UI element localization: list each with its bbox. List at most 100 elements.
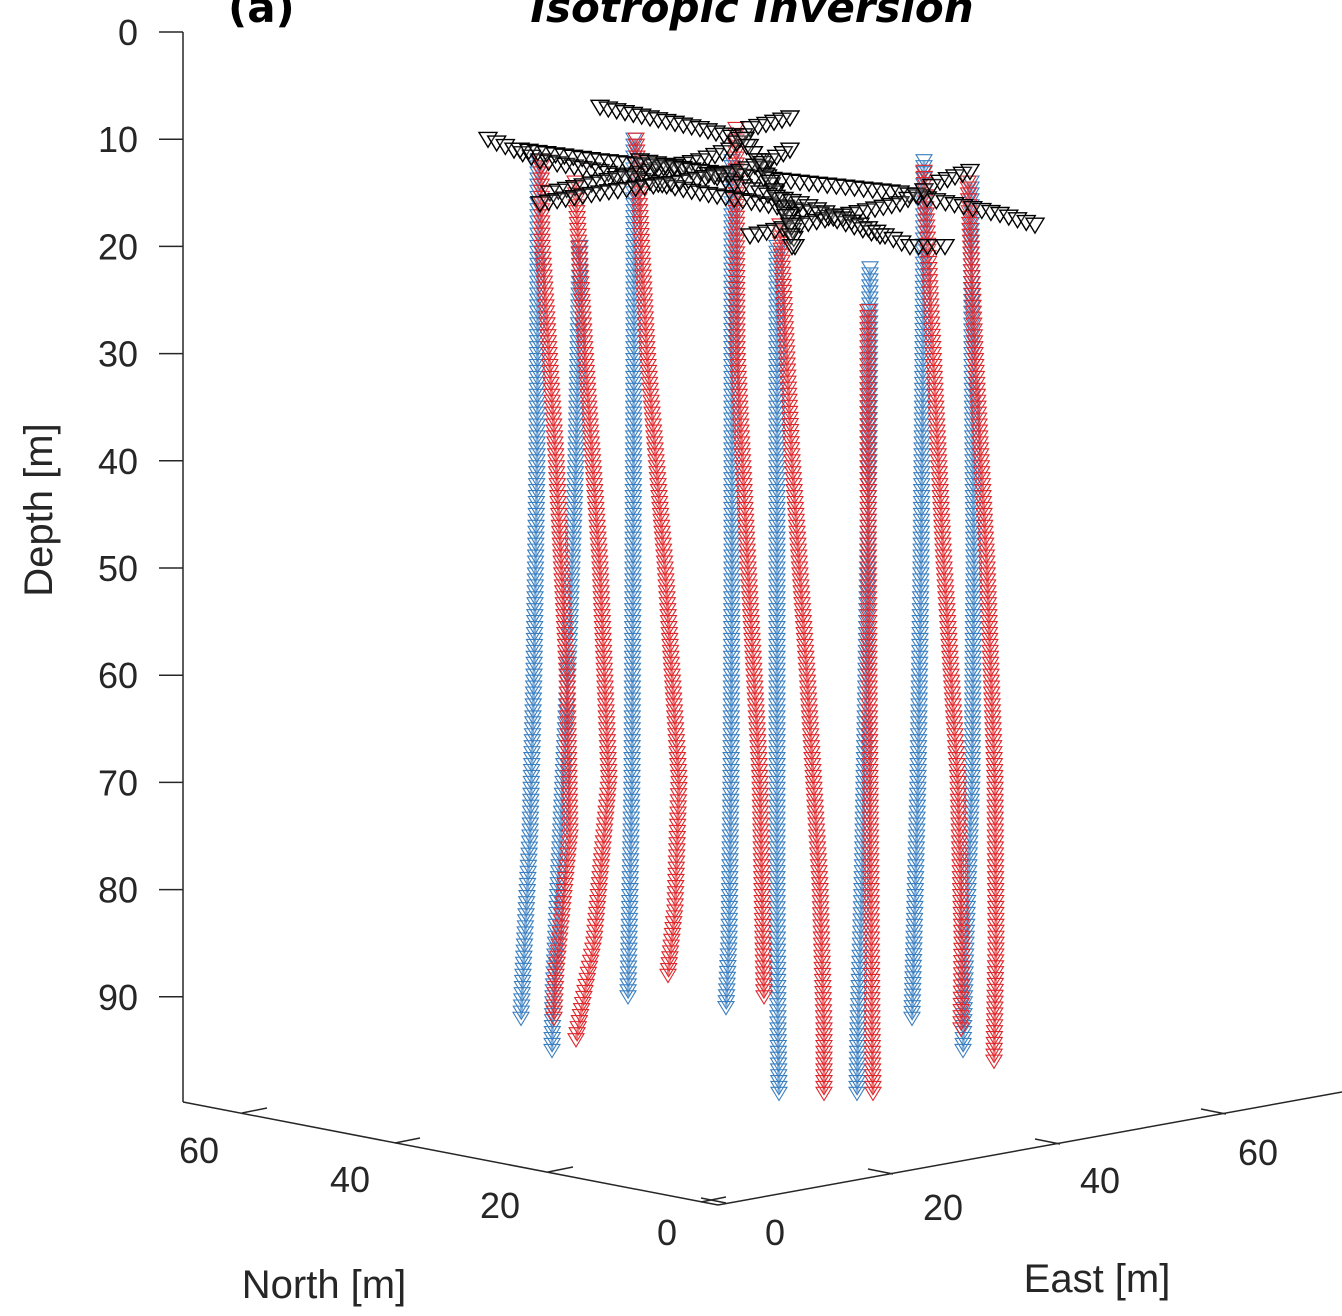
trace-marker: [781, 424, 800, 439]
trace-marker: [809, 853, 828, 869]
trace-marker: [859, 519, 878, 535]
trace-marker: [768, 859, 786, 875]
trace-marker: [986, 811, 1005, 827]
receiver-marker: [980, 204, 1002, 222]
trace-marker: [981, 644, 1000, 660]
trace-marker: [575, 335, 594, 351]
trace-marker: [985, 769, 1004, 785]
trace-marker: [863, 1022, 881, 1038]
receiver-marker: [554, 148, 575, 166]
trace-marker: [623, 585, 642, 601]
receiver-marker: [1016, 214, 1037, 232]
receiver-marker: [536, 146, 557, 163]
trace-marker: [964, 668, 982, 684]
trace-marker: [978, 573, 997, 589]
trace-marker: [664, 692, 683, 708]
receiver-marker: [681, 119, 702, 137]
trace-marker: [722, 722, 741, 738]
trace-marker: [913, 400, 932, 416]
trace-marker: [523, 710, 542, 726]
trace-marker: [986, 966, 1005, 981]
trace-marker: [596, 680, 614, 696]
trace-marker: [595, 829, 613, 845]
trace-marker: [910, 650, 929, 666]
trace-marker: [983, 716, 1002, 732]
trace-marker: [560, 817, 579, 833]
trace-marker: [859, 489, 878, 505]
trace-marker: [768, 317, 786, 333]
trace-marker: [723, 549, 741, 565]
trace-marker: [768, 615, 786, 630]
trace-marker: [768, 638, 786, 654]
trace-marker: [590, 883, 608, 898]
trace-marker: [546, 442, 565, 458]
trace-marker: [734, 472, 753, 487]
trace-marker: [961, 823, 980, 839]
trace-marker: [560, 823, 579, 839]
trace-marker: [912, 537, 931, 553]
trace-marker: [543, 1025, 562, 1041]
trace-marker: [860, 267, 879, 283]
trace-marker: [567, 454, 585, 470]
trace-marker: [665, 704, 684, 720]
trace-marker: [567, 199, 586, 214]
trace-marker: [913, 353, 932, 368]
trace-marker: [753, 906, 772, 922]
receiver-marker: [689, 121, 711, 138]
trace-marker: [964, 507, 983, 523]
trace-marker: [527, 525, 545, 541]
trace-marker: [722, 668, 741, 684]
receiver-marker: [771, 200, 793, 218]
receiver-marker: [589, 163, 611, 181]
trace-marker: [558, 716, 577, 732]
trace-marker: [666, 904, 684, 920]
trace-marker: [913, 448, 932, 464]
trace-marker: [580, 406, 599, 422]
trace-marker: [723, 507, 741, 523]
trace-marker: [768, 644, 786, 660]
trace-marker: [521, 817, 540, 833]
trace-marker: [981, 650, 1000, 666]
trace-marker: [722, 716, 741, 732]
trace-marker: [815, 1022, 833, 1038]
trace-marker: [622, 799, 641, 815]
trace-marker: [564, 525, 583, 541]
trace-line: [539, 160, 572, 1019]
trace-marker: [749, 740, 767, 755]
trace-marker: [722, 740, 741, 755]
trace-marker: [959, 859, 978, 875]
trace-marker: [859, 436, 877, 452]
trace-marker: [559, 757, 578, 773]
trace-marker: [914, 347, 932, 362]
trace-marker: [657, 585, 676, 601]
trace-marker: [592, 853, 611, 869]
trace-marker: [768, 400, 786, 416]
trace-marker: [553, 573, 572, 589]
trace-marker: [944, 704, 963, 720]
trace-marker: [859, 334, 877, 349]
trace-marker: [720, 918, 739, 934]
trace-marker: [752, 847, 771, 863]
trace-marker: [624, 531, 643, 547]
trace-marker: [528, 418, 547, 434]
trace-marker: [815, 1028, 833, 1044]
trace-marker: [623, 650, 642, 666]
trace-marker: [560, 799, 579, 815]
receiver-marker: [698, 186, 719, 204]
trace-marker: [785, 489, 804, 505]
series-2-trace-6: [859, 304, 882, 1102]
trace-marker: [727, 305, 746, 321]
trace-marker: [982, 668, 1000, 684]
trace-marker: [721, 841, 740, 857]
trace-marker: [649, 484, 668, 499]
trace-marker: [657, 591, 676, 607]
trace-marker: [523, 740, 542, 755]
trace-marker: [559, 746, 578, 761]
trace-marker: [903, 982, 922, 998]
trace-marker: [534, 269, 553, 285]
trace-marker: [848, 1045, 867, 1061]
trace-marker: [962, 799, 981, 815]
trace-marker: [789, 549, 808, 565]
trace-marker: [930, 466, 949, 481]
trace-marker: [660, 957, 679, 972]
